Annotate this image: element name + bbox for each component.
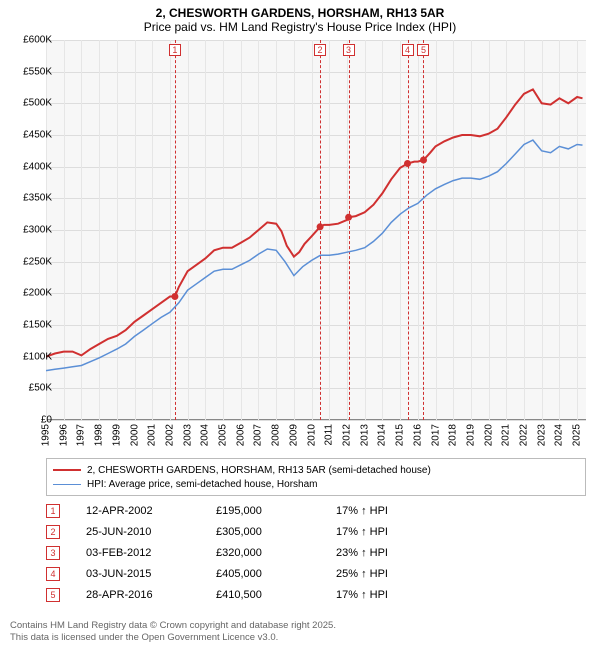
x-tick-label: 2018	[448, 424, 459, 446]
x-tick-label: 2001	[147, 424, 158, 446]
footer-line-2: This data is licensed under the Open Gov…	[10, 632, 590, 644]
title-line-2: Price paid vs. HM Land Registry's House …	[0, 20, 600, 34]
table-index-cell: 2	[46, 525, 60, 539]
table-pct-cell: 17% ↑ HPI	[336, 589, 456, 601]
y-tick-label: £200K	[8, 288, 52, 299]
table-price-cell: £195,000	[216, 505, 336, 517]
x-tick-label: 2024	[554, 424, 565, 446]
sale-point-marker	[404, 160, 411, 167]
table-row: 2 25-JUN-2010£305,00017% ↑ HPI	[46, 521, 586, 542]
x-tick-label: 2017	[430, 424, 441, 446]
x-tick-label: 2012	[341, 424, 352, 446]
sale-point-marker	[171, 293, 178, 300]
x-tick-label: 1999	[111, 424, 122, 446]
legend-box: 2, CHESWORTH GARDENS, HORSHAM, RH13 5AR …	[46, 458, 586, 496]
y-tick-label: £450K	[8, 130, 52, 141]
x-tick-label: 2000	[129, 424, 140, 446]
table-row: 3 03-FEB-2012£320,00023% ↑ HPI	[46, 542, 586, 563]
table-pct-cell: 17% ↑ HPI	[336, 526, 456, 538]
y-tick-label: £250K	[8, 256, 52, 267]
table-price-cell: £305,000	[216, 526, 336, 538]
series-property	[46, 89, 583, 356]
y-tick-label: £550K	[8, 66, 52, 77]
y-tick-label: £400K	[8, 161, 52, 172]
x-tick-label: 2009	[288, 424, 299, 446]
table-date-cell: 03-FEB-2012	[86, 547, 216, 559]
table-index-cell: 5	[46, 588, 60, 602]
table-date-cell: 28-APR-2016	[86, 589, 216, 601]
table-index-cell: 1	[46, 504, 60, 518]
table-pct-cell: 25% ↑ HPI	[336, 568, 456, 580]
table-price-cell: £320,000	[216, 547, 336, 559]
table-price-cell: £410,500	[216, 589, 336, 601]
x-tick-label: 2014	[377, 424, 388, 446]
legend-item-hpi: HPI: Average price, semi-detached house,…	[53, 477, 579, 491]
x-tick-label: 2016	[412, 424, 423, 446]
legend-item-property: 2, CHESWORTH GARDENS, HORSHAM, RH13 5AR …	[53, 463, 579, 477]
y-tick-label: £50K	[8, 383, 52, 394]
x-tick-label: 1996	[58, 424, 69, 446]
hgrid-line	[46, 420, 586, 421]
x-tick-label: 2019	[465, 424, 476, 446]
table-date-cell: 03-JUN-2015	[86, 568, 216, 580]
legend-label-hpi: HPI: Average price, semi-detached house,…	[87, 479, 318, 490]
x-tick-label: 1998	[94, 424, 105, 446]
chart-title-block: 2, CHESWORTH GARDENS, HORSHAM, RH13 5AR …	[0, 0, 600, 36]
table-date-cell: 12-APR-2002	[86, 505, 216, 517]
sales-table: 112-APR-2002£195,00017% ↑ HPI225-JUN-201…	[46, 500, 586, 605]
table-date-cell: 25-JUN-2010	[86, 526, 216, 538]
x-tick-label: 2002	[164, 424, 175, 446]
table-row: 4 03-JUN-2015£405,00025% ↑ HPI	[46, 563, 586, 584]
x-tick-label: 2023	[536, 424, 547, 446]
x-tick-label: 2010	[306, 424, 317, 446]
y-tick-label: £500K	[8, 98, 52, 109]
x-tick-label: 2022	[519, 424, 530, 446]
sale-point-marker	[317, 223, 324, 230]
sale-index-marker: 1	[169, 44, 181, 56]
x-tick-label: 2005	[218, 424, 229, 446]
title-line-1: 2, CHESWORTH GARDENS, HORSHAM, RH13 5AR	[0, 6, 600, 20]
x-tick-label: 1997	[76, 424, 87, 446]
x-tick-label: 1995	[41, 424, 52, 446]
y-tick-label: £300K	[8, 225, 52, 236]
legend-swatch-property	[53, 469, 81, 471]
y-tick-label: £350K	[8, 193, 52, 204]
sale-index-marker: 3	[343, 44, 355, 56]
sale-index-marker: 5	[417, 44, 429, 56]
series-hpi	[46, 140, 583, 371]
sale-point-marker	[345, 214, 352, 221]
x-tick-label: 2004	[200, 424, 211, 446]
y-tick-label: £100K	[8, 351, 52, 362]
y-tick-label: £150K	[8, 320, 52, 331]
table-pct-cell: 17% ↑ HPI	[336, 505, 456, 517]
x-tick-label: 2015	[395, 424, 406, 446]
table-index-cell: 3	[46, 546, 60, 560]
table-row: 5 28-APR-2016£410,50017% ↑ HPI	[46, 584, 586, 605]
x-tick-label: 2008	[271, 424, 282, 446]
x-tick-label: 2007	[253, 424, 264, 446]
footer-line-1: Contains HM Land Registry data © Crown c…	[10, 620, 590, 632]
x-tick-label: 2006	[235, 424, 246, 446]
x-tick-label: 2020	[483, 424, 494, 446]
x-tick-label: 2025	[572, 424, 583, 446]
x-tick-label: 2013	[359, 424, 370, 446]
y-tick-label: £600K	[8, 35, 52, 46]
x-tick-label: 2021	[501, 424, 512, 446]
chart-area: 1 2 3 45	[46, 40, 586, 420]
sale-index-marker: 4	[402, 44, 414, 56]
series-lines	[46, 40, 586, 420]
x-tick-label: 2011	[324, 424, 335, 446]
table-index-cell: 4	[46, 567, 60, 581]
legend-label-property: 2, CHESWORTH GARDENS, HORSHAM, RH13 5AR …	[87, 465, 431, 476]
x-tick-label: 2003	[182, 424, 193, 446]
sale-index-marker: 2	[314, 44, 326, 56]
legend-swatch-hpi	[53, 484, 81, 485]
table-pct-cell: 23% ↑ HPI	[336, 547, 456, 559]
table-price-cell: £405,000	[216, 568, 336, 580]
footer-attribution: Contains HM Land Registry data © Crown c…	[10, 620, 590, 644]
sale-point-marker	[420, 157, 427, 164]
table-row: 1 12-APR-2002£195,00017% ↑ HPI	[46, 500, 586, 521]
